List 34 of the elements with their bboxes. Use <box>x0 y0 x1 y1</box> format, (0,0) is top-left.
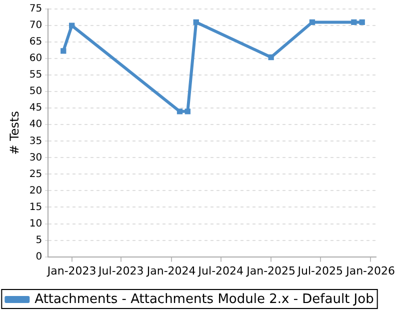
point <box>309 19 316 26</box>
y-tick-label: 60 <box>29 53 42 64</box>
point <box>184 108 190 114</box>
y-tick-label: 5 <box>36 234 42 246</box>
point <box>193 19 199 26</box>
y-tick-label: 55 <box>29 70 42 81</box>
y-tick-label: 15 <box>29 202 42 213</box>
x-tick-label: Jul-2024 <box>197 264 244 278</box>
x-tick-label: Jan-2025 <box>246 264 296 278</box>
x-tick-label: Jul-2023 <box>98 264 144 278</box>
y-tick-label: 75 <box>29 4 42 15</box>
point <box>351 19 357 26</box>
y-tick-label: 20 <box>29 185 42 196</box>
y-tick-label: 65 <box>29 36 42 48</box>
y-tick-label: 30 <box>29 152 42 164</box>
y-tick-label: 35 <box>29 136 42 147</box>
point <box>359 19 365 26</box>
y-tick-label: 70 <box>29 20 42 32</box>
point <box>176 108 183 114</box>
legend-label: Attachments - Attachments Module 2.x - Default Job <box>34 292 374 307</box>
y-tick-label: 25 <box>29 168 42 180</box>
x-tick-label: Jan-2026 <box>345 264 396 278</box>
y-axis-title: # Tests <box>7 111 22 155</box>
point <box>268 54 274 60</box>
y-tick-label: 10 <box>29 218 42 230</box>
point <box>60 48 66 54</box>
y-tick-label: 0 <box>36 251 42 262</box>
x-tick-label: Jul-2025 <box>296 264 344 278</box>
y-tick-label: 40 <box>29 119 42 130</box>
x-tick-label: Jan-2024 <box>146 264 196 278</box>
y-tick-label: 45 <box>29 102 42 114</box>
x-tick-label: Jan-2023 <box>46 264 96 278</box>
y-tick-label: 50 <box>29 86 42 98</box>
point <box>69 22 75 28</box>
